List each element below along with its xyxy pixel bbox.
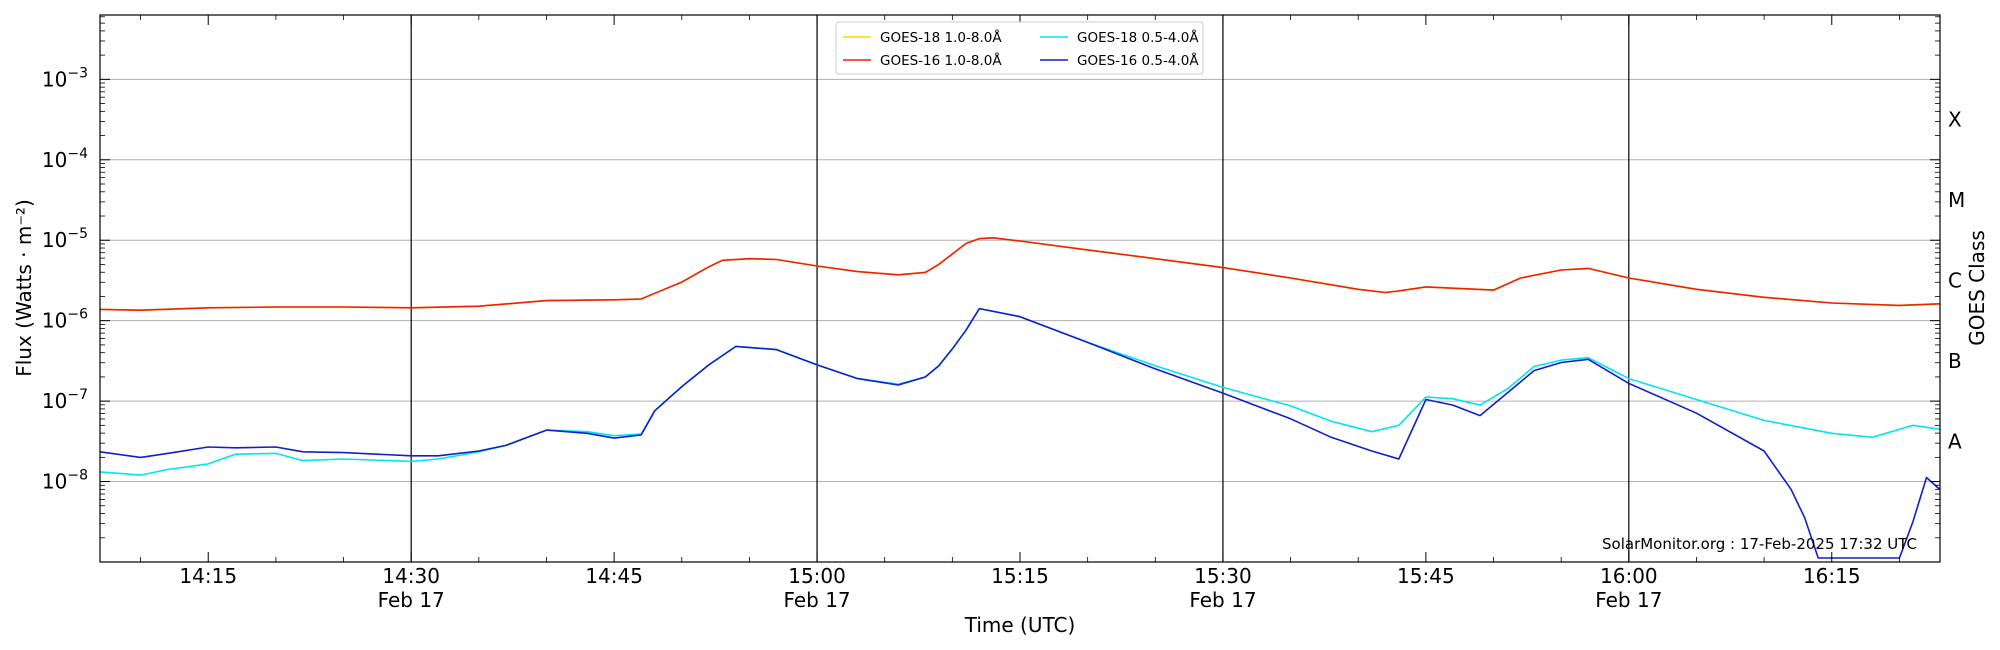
legend-label-goes16-long: GOES-16 1.0-8.0Å bbox=[880, 52, 1002, 69]
x-tick-date-label: Feb 17 bbox=[1189, 588, 1256, 612]
x-tick-label: 14:15 bbox=[179, 564, 237, 588]
legend: GOES-18 1.0-8.0Å GOES-16 1.0-8.0Å GOES-1… bbox=[835, 21, 1204, 75]
x-tick-label: 15:00 bbox=[788, 564, 846, 588]
series-layer bbox=[100, 237, 1940, 559]
y-tick-label: 10−6 bbox=[42, 307, 88, 333]
x-tick-date-label: Feb 17 bbox=[1595, 588, 1662, 612]
series-goes16-long bbox=[100, 237, 1940, 312]
goes-class-label: A bbox=[1948, 429, 1962, 453]
y-tick-label: 10−7 bbox=[42, 387, 88, 413]
y-tick-label: 10−5 bbox=[42, 226, 88, 252]
legend-label-goes18-long: GOES-18 1.0-8.0Å bbox=[880, 29, 1002, 46]
legend-box bbox=[835, 21, 1204, 75]
x-tick-date-label: Feb 17 bbox=[783, 588, 850, 612]
x-axis-title: Time (UTC) bbox=[964, 613, 1076, 637]
series-goes18-short bbox=[100, 307, 1940, 476]
y-tick-label: 10−3 bbox=[42, 65, 88, 91]
watermark: SolarMonitor.org : 17-Feb-2025 17:32 UTC bbox=[1602, 535, 1917, 553]
grid-layer bbox=[100, 15, 1940, 562]
plot-frame bbox=[99, 14, 1941, 563]
goes-class-label: M bbox=[1948, 188, 1965, 212]
goes-class-label: X bbox=[1948, 108, 1962, 132]
series-goes18-long bbox=[100, 237, 1940, 312]
x-tick-label: 16:15 bbox=[1803, 564, 1861, 588]
series-goes16-short bbox=[100, 307, 1940, 559]
x-tick-label: 14:30 bbox=[382, 564, 440, 588]
legend-label-goes18-short: GOES-18 0.5-4.0Å bbox=[1077, 29, 1199, 46]
x-tick-label: 14:45 bbox=[585, 564, 643, 588]
x-tick-label: 15:45 bbox=[1397, 564, 1455, 588]
x-tick-label: 16:00 bbox=[1600, 564, 1658, 588]
goes-class-label: B bbox=[1948, 349, 1962, 373]
goes-class-label: C bbox=[1948, 268, 1962, 292]
x-tick-label: 15:30 bbox=[1194, 564, 1252, 588]
legend-label-goes16-short: GOES-16 0.5-4.0Å bbox=[1077, 52, 1199, 69]
y-tick-label: 10−4 bbox=[42, 146, 88, 172]
x-tick-label: 15:15 bbox=[991, 564, 1049, 588]
y-axis-title: Flux (Watts · m⁻²) bbox=[12, 199, 36, 377]
x-tick-date-label: Feb 17 bbox=[378, 588, 445, 612]
goes-class-axis-title: GOES Class bbox=[1965, 230, 1989, 346]
y-tick-label: 10−8 bbox=[42, 468, 88, 494]
